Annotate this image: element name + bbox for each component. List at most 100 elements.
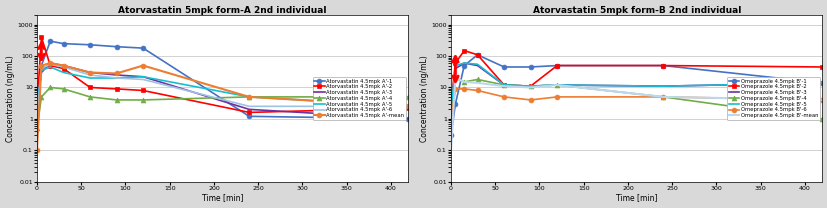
Atorvastatin 4.5mpk A'-4 (36, 96, 46, 98)
Atorvastatin 4.5mpk A'-2 (32, 105, 42, 108)
Atorvastatin 4.5mpk A'-5 (36, 69, 46, 72)
Omeprazole 4.5mpk B'-1 (450, 103, 460, 105)
Omeprazole 4.5mpk B'-mean (459, 81, 469, 83)
Atorvastatin 4.5mpk A'-6 (45, 63, 55, 66)
Atorvastatin 4.5mpk A'-3 (403, 118, 413, 120)
Atorvastatin 4.5mpk A'-2 (36, 36, 46, 38)
Atorvastatin 4.5mpk A'-4 (59, 88, 69, 90)
Omeprazole 4.5mpk B'-5 (450, 64, 460, 67)
Omeprazole 4.5mpk B'-mean (525, 86, 535, 89)
Atorvastatin 4.5mpk A'-1 (403, 118, 413, 120)
Atorvastatin 4.5mpk A'-4 (45, 86, 55, 89)
Atorvastatin 4.5mpk A'-5 (45, 66, 55, 68)
Omeprazole 4.5mpk B'-4 (657, 96, 667, 98)
Omeprazole 4.5mpk B'-2 (816, 66, 826, 68)
Atorvastatin 4.5mpk A'-1 (112, 45, 122, 48)
Atorvastatin 4.5mpk A'-6 (85, 74, 95, 76)
Atorvastatin 4.5mpk A'-2 (138, 89, 148, 92)
Omeprazole 4.5mpk B'-mean (552, 84, 562, 86)
Omeprazole 4.5mpk B'-6 (450, 88, 460, 90)
Atorvastatin 4.5mpk A'-5 (85, 77, 95, 79)
Line: Atorvastatin 4.5mpk A'-3: Atorvastatin 4.5mpk A'-3 (37, 63, 408, 119)
Omeprazole 4.5mpk B'-4 (552, 84, 562, 86)
Atorvastatin 4.5mpk A'-3 (138, 76, 148, 78)
Omeprazole 4.5mpk B'-mean (446, 149, 456, 151)
Omeprazole 4.5mpk B'-6 (499, 96, 509, 98)
Omeprazole 4.5mpk B'-1 (472, 54, 482, 56)
Omeprazole 4.5mpk B'-mean (816, 99, 826, 101)
Omeprazole 4.5mpk B'-4 (450, 77, 460, 79)
Omeprazole 4.5mpk B'-4 (472, 78, 482, 81)
Omeprazole 4.5mpk B'-1 (552, 64, 562, 67)
Atorvastatin 4.5mpk A'-4 (244, 96, 254, 98)
Omeprazole 4.5mpk B'-3 (472, 64, 482, 67)
Atorvastatin 4.5mpk A'-1 (138, 47, 148, 49)
Atorvastatin 4.5mpk A'-1 (244, 115, 254, 118)
Omeprazole 4.5mpk B'-3 (450, 67, 460, 70)
Atorvastatin 4.5mpk A'-4 (85, 96, 95, 98)
Omeprazole 4.5mpk B'-mean (657, 96, 667, 98)
Atorvastatin 4.5mpk A'-3 (112, 74, 122, 76)
Omeprazole 4.5mpk B'-5 (472, 63, 482, 66)
Omeprazole 4.5mpk B'-3 (816, 82, 826, 84)
Atorvastatin 4.5mpk A'-1 (32, 105, 42, 108)
Omeprazole 4.5mpk B'-1 (816, 82, 826, 84)
Omeprazole 4.5mpk B'-5 (657, 85, 667, 87)
Omeprazole 4.5mpk B'-5 (525, 85, 535, 87)
Atorvastatin 4.5mpk A'-2 (45, 64, 55, 67)
Atorvastatin 4.5mpk A'-2 (85, 86, 95, 89)
Legend: Omeprazole 4.5mpk B'-1, Omeprazole 4.5mpk B'-2, Omeprazole 4.5mpk B'-3, Omeprazo: Omeprazole 4.5mpk B'-1, Omeprazole 4.5mp… (726, 77, 819, 120)
Omeprazole 4.5mpk B'-2 (499, 84, 509, 86)
Omeprazole 4.5mpk B'-3 (459, 62, 469, 64)
Atorvastatin 4.5mpk A'-5 (138, 76, 148, 78)
Atorvastatin 4.5mpk A'-4 (403, 96, 413, 98)
Atorvastatin 4.5mpk A'-2 (403, 107, 413, 109)
Atorvastatin 4.5mpk A'-2 (112, 88, 122, 90)
Omeprazole 4.5mpk B'-3 (657, 85, 667, 87)
Atorvastatin 4.5mpk A'-2 (59, 67, 69, 70)
Line: Omeprazole 4.5mpk B'-mean: Omeprazole 4.5mpk B'-mean (451, 78, 821, 150)
Omeprazole 4.5mpk B'-1 (459, 64, 469, 67)
Atorvastatin 4.5mpk A'-mean (403, 105, 413, 108)
Omeprazole 4.5mpk B'-6 (657, 96, 667, 98)
Omeprazole 4.5mpk B'-5 (816, 82, 826, 84)
Atorvastatin 4.5mpk A'-3 (85, 71, 95, 74)
Atorvastatin 4.5mpk A'-4 (112, 99, 122, 101)
Omeprazole 4.5mpk B'-1 (525, 66, 535, 68)
Title: Atorvastatin 5mpk form-B 2nd individual: Atorvastatin 5mpk form-B 2nd individual (532, 6, 740, 15)
Omeprazole 4.5mpk B'-6 (459, 88, 469, 90)
Atorvastatin 4.5mpk A'-1 (36, 64, 46, 67)
Omeprazole 4.5mpk B'-6 (446, 118, 456, 120)
Atorvastatin 4.5mpk A'-mean (45, 62, 55, 64)
Omeprazole 4.5mpk B'-2 (472, 54, 482, 56)
Line: Atorvastatin 4.5mpk A'-2: Atorvastatin 4.5mpk A'-2 (35, 35, 410, 115)
Omeprazole 4.5mpk B'-5 (446, 108, 456, 111)
Omeprazole 4.5mpk B'-3 (525, 85, 535, 87)
Omeprazole 4.5mpk B'-4 (459, 81, 469, 83)
Atorvastatin 4.5mpk A'-6 (138, 78, 148, 81)
Omeprazole 4.5mpk B'-mean (450, 77, 460, 79)
Omeprazole 4.5mpk B'-4 (499, 84, 509, 86)
Atorvastatin 4.5mpk A'-6 (59, 66, 69, 68)
Atorvastatin 4.5mpk A'-mean (59, 64, 69, 67)
Atorvastatin 4.5mpk A'-4 (138, 99, 148, 101)
Atorvastatin 4.5mpk A'-1 (45, 40, 55, 42)
Atorvastatin 4.5mpk A'-5 (32, 105, 42, 108)
Omeprazole 4.5mpk B'-mean (499, 85, 509, 87)
Atorvastatin 4.5mpk A'-3 (45, 62, 55, 64)
Atorvastatin 4.5mpk A'-6 (244, 105, 254, 108)
Atorvastatin 4.5mpk A'-3 (32, 105, 42, 108)
Atorvastatin 4.5mpk A'-6 (403, 105, 413, 108)
X-axis label: Time [min]: Time [min] (615, 193, 657, 202)
Omeprazole 4.5mpk B'-4 (446, 112, 456, 115)
Atorvastatin 4.5mpk A'-5 (244, 96, 254, 98)
Line: Omeprazole 4.5mpk B'-2: Omeprazole 4.5mpk B'-2 (448, 48, 824, 106)
X-axis label: Time [min]: Time [min] (202, 193, 243, 202)
Atorvastatin 4.5mpk A'-6 (32, 115, 42, 118)
Atorvastatin 4.5mpk A'-mean (36, 64, 46, 67)
Omeprazole 4.5mpk B'-4 (816, 118, 826, 120)
Omeprazole 4.5mpk B'-6 (472, 89, 482, 92)
Line: Atorvastatin 4.5mpk A'-6: Atorvastatin 4.5mpk A'-6 (37, 64, 408, 116)
Title: Atorvastatin 5mpk form-A 2nd individual: Atorvastatin 5mpk form-A 2nd individual (118, 6, 327, 15)
Omeprazole 4.5mpk B'-4 (525, 85, 535, 87)
